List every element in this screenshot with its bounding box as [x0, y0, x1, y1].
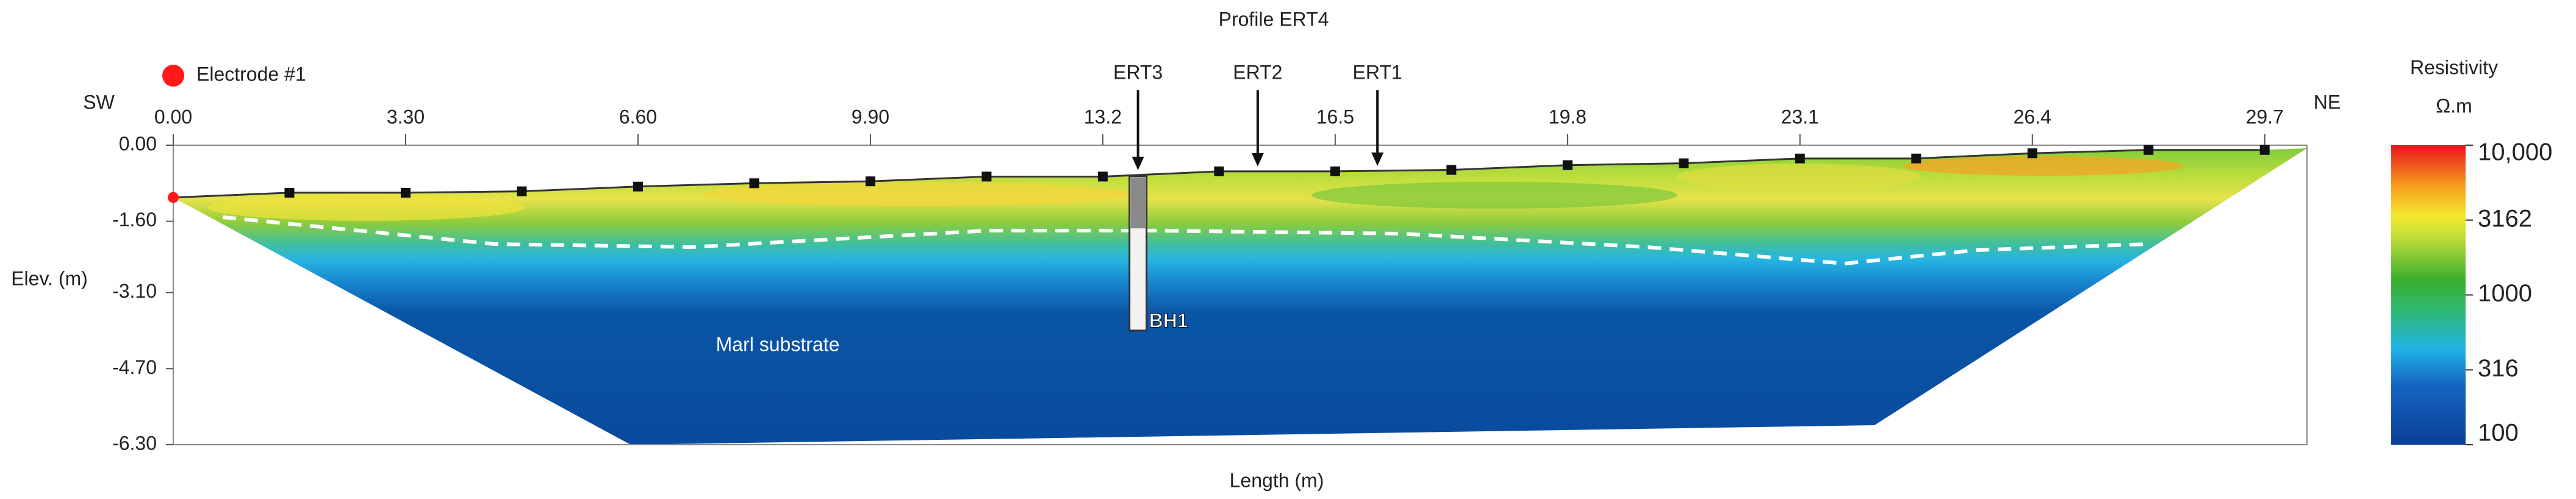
- x-tick-label: 19.8: [1549, 106, 1587, 127]
- x-tick-label: 13.2: [1084, 106, 1122, 127]
- x-tick-label: 9.90: [852, 106, 889, 127]
- electrode: [1795, 153, 1805, 163]
- colorbar-tick-label: 1000: [2478, 280, 2532, 307]
- electrode: [284, 187, 295, 198]
- electrode: [517, 186, 527, 196]
- x-tick-label: 6.60: [619, 106, 657, 127]
- colorbar-tick-label: 316: [2478, 355, 2519, 382]
- colorbar-title: Resistivity: [2410, 56, 2498, 78]
- electrode: [2027, 148, 2037, 159]
- electrode: [749, 178, 759, 188]
- profile-arrowhead: [1371, 153, 1384, 167]
- profile-label: ERT2: [1233, 61, 1282, 83]
- colorbar-tick-label: 100: [2478, 420, 2519, 447]
- profile-label: ERT1: [1353, 61, 1402, 83]
- borehole-label: BH1: [1149, 309, 1188, 331]
- y-tick-label: 0.00: [119, 132, 157, 154]
- y-tick-label: -4.70: [112, 356, 157, 378]
- legend-marker: [162, 65, 184, 87]
- resistivity-section: [173, 148, 2307, 445]
- y-tick-label: -3.10: [112, 280, 157, 302]
- x-tick-label: 29.7: [2246, 106, 2284, 127]
- section-texture: [207, 194, 525, 221]
- electrode: [1097, 171, 1108, 182]
- electrode: [981, 171, 992, 182]
- electrode: [1446, 165, 1457, 175]
- electrode: [1214, 166, 1224, 176]
- section-texture: [1677, 163, 1921, 190]
- annotation: Marl substrate: [716, 333, 840, 355]
- legend-label: Electrode #1: [196, 63, 306, 85]
- colorbar: [2391, 145, 2466, 445]
- y-tick-label: -1.60: [112, 209, 157, 231]
- electrode: [400, 187, 411, 198]
- boundary-line: [222, 215, 2150, 266]
- x-tick-label: 26.4: [2014, 106, 2051, 127]
- colorbar-tick-label: 3162: [2478, 205, 2532, 232]
- x-tick-label: 0.00: [154, 106, 192, 127]
- x-tick-label: 23.1: [1781, 106, 1819, 127]
- y-axis-title: Elev. (m): [11, 267, 88, 289]
- electrode: [1330, 166, 1340, 176]
- section-texture: [1903, 156, 2184, 176]
- section-texture: [701, 182, 1128, 206]
- x-tick-label: 16.5: [1316, 106, 1354, 127]
- colorbar-tick-label: 10,000: [2478, 139, 2552, 166]
- electrode: [168, 192, 179, 203]
- section-fill: [173, 148, 2307, 445]
- direction-label: SW: [83, 91, 115, 113]
- y-tick-label: -6.30: [112, 432, 157, 454]
- x-tick-label: 3.30: [387, 106, 425, 127]
- profile-label: ERT3: [1113, 61, 1163, 83]
- electrode: [2259, 145, 2270, 155]
- section-texture: [1311, 182, 1677, 209]
- profile-arrowhead: [1251, 153, 1264, 167]
- direction-label: NE: [2314, 91, 2341, 113]
- chart-title: Profile ERT4: [1219, 8, 1329, 30]
- electrode: [1562, 160, 1573, 170]
- electrode: [633, 181, 643, 192]
- profile-arrowhead: [1132, 156, 1144, 170]
- electrode: [2144, 145, 2154, 155]
- x-axis-title: Length (m): [1230, 469, 1324, 491]
- colorbar-unit: Ω.m: [2436, 95, 2472, 117]
- electrode: [1679, 158, 1689, 168]
- electrode: [865, 176, 875, 187]
- borehole-fill: [1130, 177, 1146, 229]
- electrode: [1911, 153, 1921, 163]
